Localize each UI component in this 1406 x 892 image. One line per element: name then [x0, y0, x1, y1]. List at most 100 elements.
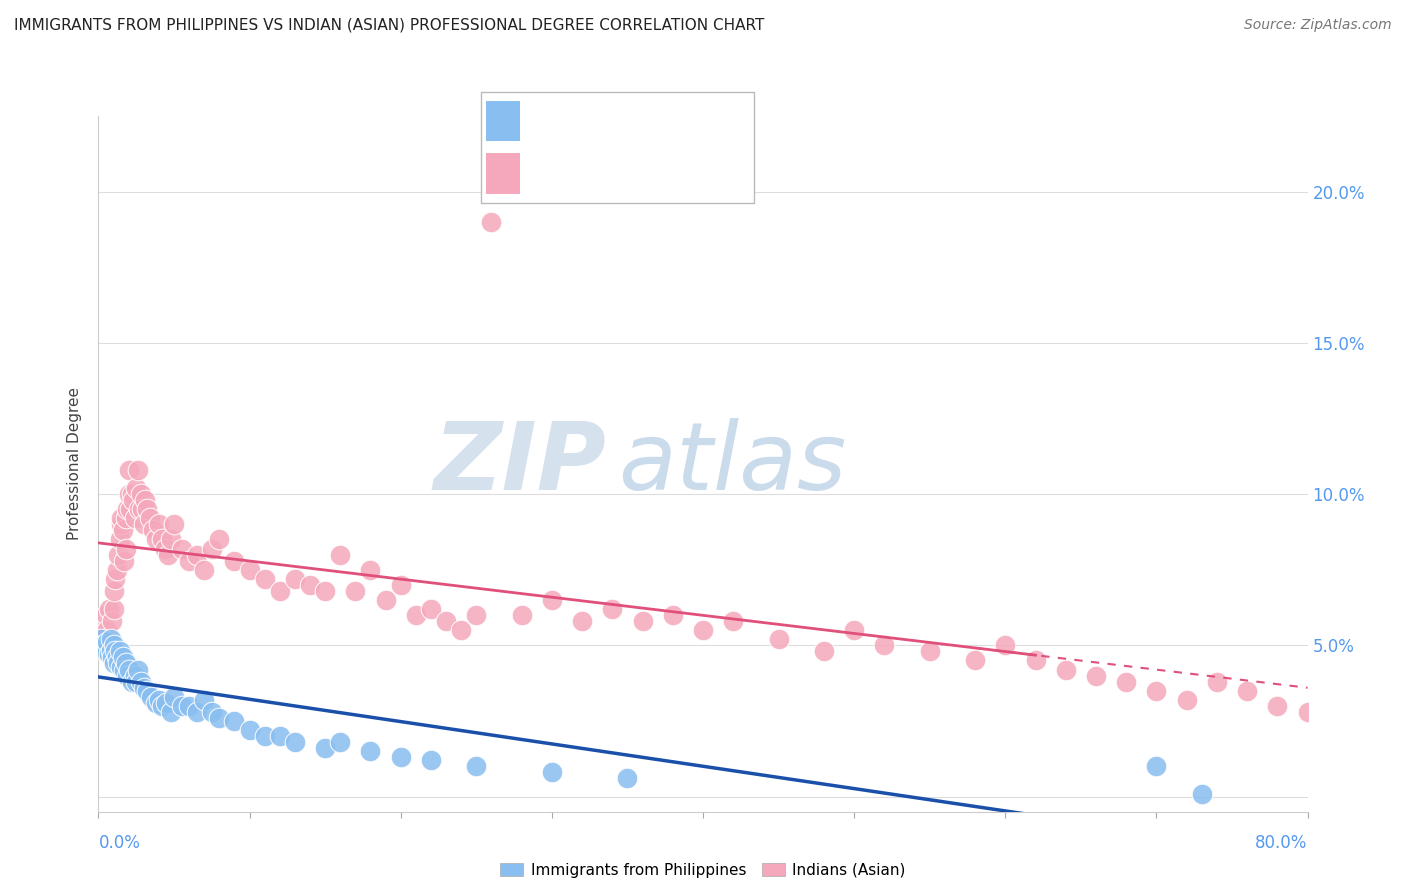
Point	[150, 698, 173, 713]
Point	[155, 696, 177, 710]
Point	[91, 638, 114, 652]
Point	[90, 632, 112, 647]
Point	[170, 541, 193, 556]
Text: R = -0.658: R = -0.658	[534, 112, 624, 127]
Point	[269, 583, 291, 598]
Point	[768, 632, 790, 647]
Point	[631, 614, 654, 628]
Point	[193, 563, 215, 577]
Point	[186, 548, 208, 562]
Point	[344, 583, 367, 598]
Point	[434, 614, 457, 628]
Point	[135, 683, 157, 698]
Point	[179, 554, 201, 568]
Point	[96, 635, 118, 649]
Text: 80.0%: 80.0%	[1256, 834, 1308, 852]
Point	[224, 714, 246, 728]
Point	[201, 705, 224, 719]
Point	[153, 541, 176, 556]
Point	[145, 696, 167, 710]
Point	[114, 657, 136, 671]
Point	[134, 493, 156, 508]
Point	[481, 215, 503, 229]
FancyBboxPatch shape	[481, 92, 754, 202]
Point	[374, 593, 396, 607]
Point	[1085, 668, 1108, 682]
Point	[98, 602, 121, 616]
Point	[329, 735, 352, 749]
Point	[108, 533, 131, 547]
Point	[103, 602, 125, 616]
Point	[96, 624, 118, 638]
Point	[360, 563, 382, 577]
Point	[360, 744, 382, 758]
Point	[540, 765, 562, 780]
Point	[120, 502, 142, 516]
Point	[107, 548, 129, 562]
Text: 0.0%: 0.0%	[98, 834, 141, 852]
Point	[132, 517, 155, 532]
Point	[389, 578, 412, 592]
Point	[150, 533, 173, 547]
Point	[101, 650, 124, 665]
Point	[616, 772, 638, 786]
Point	[662, 608, 685, 623]
Point	[93, 641, 115, 656]
Point	[104, 644, 127, 658]
Point	[160, 533, 183, 547]
Point	[131, 502, 153, 516]
Point	[465, 759, 488, 773]
Point	[156, 548, 179, 562]
Point	[115, 668, 138, 682]
Point	[965, 653, 987, 667]
Point	[1191, 787, 1213, 801]
Point	[110, 511, 132, 525]
Point	[105, 563, 128, 577]
Point	[100, 644, 122, 658]
Y-axis label: Professional Degree: Professional Degree	[67, 387, 83, 541]
Point	[918, 644, 941, 658]
Point	[115, 502, 138, 516]
Point	[571, 614, 593, 628]
Point	[100, 632, 122, 647]
Point	[110, 517, 132, 532]
Point	[450, 624, 472, 638]
Point	[111, 524, 134, 538]
Point	[1054, 663, 1077, 677]
Point	[142, 524, 165, 538]
Point	[125, 674, 148, 689]
Point	[1175, 693, 1198, 707]
Point	[813, 644, 835, 658]
Point	[112, 554, 135, 568]
Point	[1024, 653, 1046, 667]
Point	[114, 541, 136, 556]
Point	[93, 644, 115, 658]
Point	[163, 690, 186, 704]
Legend: Immigrants from Philippines, Indians (Asian): Immigrants from Philippines, Indians (As…	[495, 857, 911, 884]
Point	[465, 608, 488, 623]
Point	[253, 572, 276, 586]
Point	[1236, 683, 1258, 698]
Point	[1206, 674, 1229, 689]
Point	[103, 583, 125, 598]
Text: Source: ZipAtlas.com: Source: ZipAtlas.com	[1244, 18, 1392, 32]
FancyBboxPatch shape	[486, 153, 520, 194]
Point	[1144, 759, 1167, 773]
Point	[284, 572, 307, 586]
Point	[1144, 683, 1167, 698]
Point	[186, 705, 208, 719]
Point	[163, 517, 186, 532]
Point	[98, 648, 121, 662]
Point	[100, 638, 122, 652]
Point	[121, 487, 143, 501]
Point	[128, 502, 150, 516]
Point	[127, 663, 149, 677]
Point	[135, 502, 157, 516]
Point	[405, 608, 427, 623]
Point	[111, 650, 134, 665]
Text: R = -0.257: R = -0.257	[534, 164, 624, 179]
Point	[129, 674, 152, 689]
Point	[420, 753, 443, 767]
Point	[239, 563, 262, 577]
Point	[141, 690, 163, 704]
